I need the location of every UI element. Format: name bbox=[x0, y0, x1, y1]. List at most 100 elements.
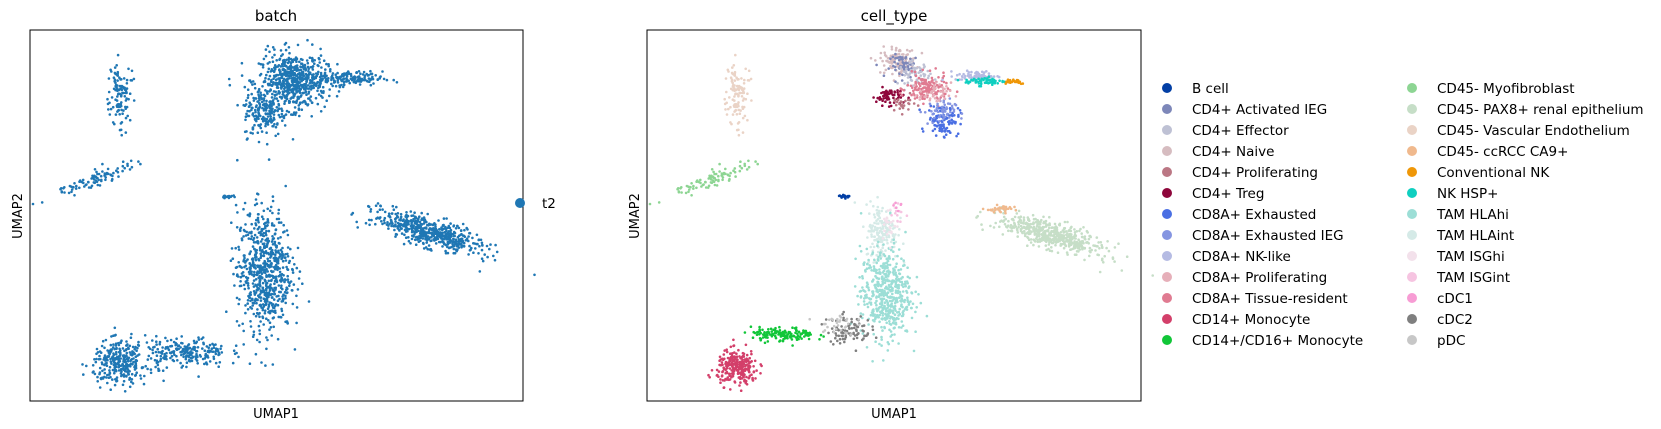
data-point bbox=[871, 249, 875, 252]
data-point bbox=[894, 103, 898, 107]
data-point bbox=[345, 75, 349, 78]
data-point bbox=[858, 276, 861, 279]
data-point bbox=[404, 236, 408, 239]
data-point bbox=[130, 378, 134, 381]
data-point bbox=[161, 349, 164, 353]
data-point bbox=[739, 160, 742, 163]
data-point bbox=[921, 68, 925, 72]
data-point bbox=[259, 252, 263, 256]
data-point bbox=[409, 242, 412, 245]
data-point bbox=[434, 236, 438, 239]
data-point bbox=[869, 56, 873, 60]
data-point bbox=[714, 178, 718, 182]
data-point bbox=[282, 77, 286, 81]
data-point bbox=[127, 373, 130, 376]
data-point bbox=[945, 89, 948, 93]
data-point bbox=[251, 282, 255, 285]
data-point bbox=[247, 93, 250, 97]
data-point bbox=[876, 242, 879, 246]
data-point bbox=[143, 334, 147, 337]
data-point bbox=[111, 368, 115, 372]
data-point bbox=[254, 97, 257, 100]
data-point bbox=[867, 288, 871, 292]
data-point bbox=[970, 70, 973, 74]
data-point bbox=[930, 76, 934, 80]
data-point bbox=[901, 290, 905, 293]
data-point bbox=[734, 53, 737, 57]
data-point bbox=[486, 255, 489, 259]
data-point bbox=[240, 237, 244, 240]
data-point bbox=[155, 334, 158, 338]
data-point bbox=[908, 61, 912, 65]
data-point bbox=[367, 73, 370, 77]
data-point bbox=[287, 60, 291, 63]
data-point bbox=[390, 219, 393, 223]
data-point bbox=[288, 91, 291, 95]
data-point bbox=[122, 373, 126, 377]
data-point bbox=[235, 265, 239, 269]
data-point bbox=[186, 355, 189, 358]
data-point bbox=[278, 242, 281, 245]
data-point bbox=[922, 66, 926, 69]
data-point bbox=[280, 309, 284, 313]
data-point bbox=[872, 261, 875, 264]
data-point bbox=[906, 275, 910, 279]
data-point bbox=[287, 280, 290, 284]
data-point bbox=[945, 106, 948, 109]
data-point bbox=[308, 56, 312, 59]
data-point bbox=[249, 264, 253, 268]
data-point bbox=[837, 194, 841, 198]
data-point bbox=[888, 89, 892, 92]
data-point bbox=[256, 308, 259, 311]
data-point bbox=[921, 130, 925, 133]
data-point bbox=[316, 80, 319, 84]
data-point bbox=[928, 69, 932, 72]
data-point bbox=[738, 164, 742, 168]
data-point bbox=[914, 290, 917, 294]
data-point bbox=[214, 350, 217, 354]
data-point bbox=[880, 209, 883, 213]
data-point bbox=[906, 65, 910, 68]
data-point bbox=[724, 108, 727, 111]
data-point bbox=[96, 183, 100, 187]
scatter-points-batch bbox=[31, 38, 536, 393]
data-point bbox=[864, 294, 867, 298]
data-point bbox=[904, 282, 907, 286]
data-point bbox=[444, 249, 447, 253]
data-point bbox=[891, 292, 894, 296]
data-point bbox=[265, 221, 268, 224]
data-point bbox=[293, 106, 297, 109]
data-point bbox=[291, 113, 295, 116]
data-point bbox=[843, 194, 847, 198]
data-point bbox=[899, 268, 903, 271]
data-point bbox=[248, 252, 251, 256]
data-point bbox=[296, 83, 300, 87]
data-point bbox=[648, 202, 652, 206]
data-point bbox=[261, 106, 264, 110]
data-point bbox=[115, 350, 118, 354]
data-point bbox=[280, 107, 283, 110]
data-point bbox=[174, 347, 178, 351]
data-point bbox=[861, 286, 864, 289]
data-point bbox=[892, 235, 896, 238]
data-point bbox=[95, 347, 99, 351]
data-point bbox=[263, 102, 266, 106]
data-point bbox=[311, 76, 314, 79]
point-group-t2 bbox=[31, 159, 142, 206]
data-point bbox=[267, 77, 271, 81]
data-point bbox=[880, 299, 884, 303]
data-point bbox=[122, 368, 126, 371]
data-point bbox=[447, 224, 451, 228]
data-point bbox=[452, 224, 456, 227]
data-point bbox=[323, 72, 327, 76]
data-point bbox=[280, 300, 284, 303]
data-point bbox=[828, 318, 831, 322]
data-point bbox=[743, 331, 747, 334]
data-point bbox=[429, 228, 433, 231]
data-point bbox=[907, 108, 910, 111]
data-point bbox=[923, 73, 927, 76]
data-point bbox=[899, 96, 903, 99]
data-point bbox=[369, 208, 373, 211]
data-point bbox=[882, 97, 885, 100]
data-point bbox=[180, 335, 183, 338]
